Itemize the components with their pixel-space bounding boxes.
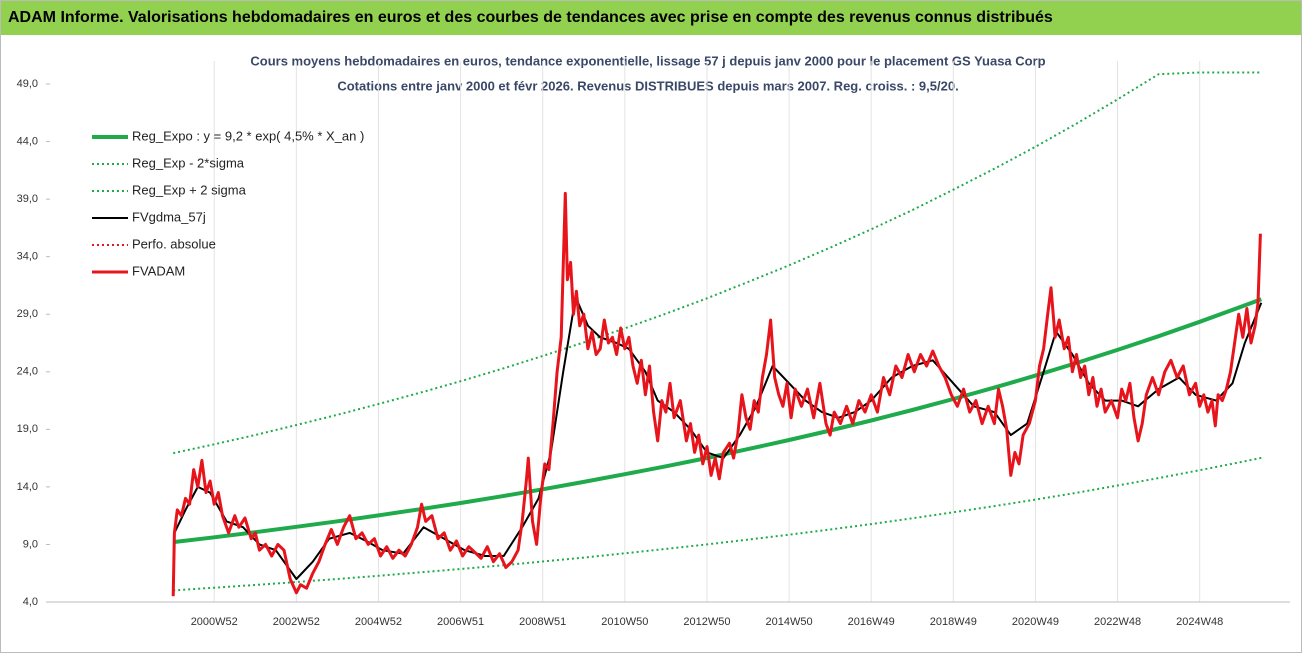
y-tick-label: 34,0	[17, 251, 38, 263]
y-tick-label: 19,0	[17, 423, 38, 435]
y-tick-label: 44,0	[17, 135, 38, 147]
y-tick-label: 29,0	[17, 308, 38, 320]
x-tick-label: 2000W52	[191, 616, 238, 628]
x-tick-label: 2018W49	[930, 616, 977, 628]
chart-title: Cours moyens hebdomadaires en euros, ten…	[250, 53, 1045, 68]
y-tick-label: 4,0	[23, 596, 38, 608]
y-tick-label: 49,0	[17, 78, 38, 90]
header-title: ADAM Informe. Valorisations hebdomadaire…	[8, 9, 1053, 26]
chart-subtitle: Cotations entre janv 2000 et févr 2026. …	[337, 78, 958, 93]
x-tick-label: 2024W48	[1176, 616, 1223, 628]
y-tick-label: 14,0	[17, 481, 38, 493]
x-tick-label: 2004W52	[355, 616, 402, 628]
series-line	[171, 191, 1262, 597]
x-tick-label: 2006W51	[437, 616, 484, 628]
y-tick-label: 39,0	[17, 193, 38, 205]
legend-label: FVgdma_57j	[132, 209, 206, 224]
x-tick-label: 2020W49	[1012, 616, 1059, 628]
series-line	[173, 456, 1262, 592]
y-tick-label: 24,0	[17, 366, 38, 378]
legend-label: Perfo. absolue	[132, 236, 216, 251]
legend-label: Reg_Expo : y = 9,2 * exp( 4,5% * X_an )	[132, 128, 364, 143]
x-tick-label: 2010W50	[601, 616, 648, 628]
x-tick-label: 2002W52	[273, 616, 320, 628]
y-tick-label: 9,0	[23, 538, 38, 550]
header-bar	[1, 1, 1301, 35]
x-tick-label: 2022W48	[1094, 616, 1141, 628]
x-tick-label: 2008W51	[519, 616, 566, 628]
legend-label: Reg_Exp + 2 sigma	[132, 182, 247, 197]
x-tick-label: 2012W50	[683, 616, 730, 628]
legend-label: FVADAM	[132, 263, 185, 278]
legend-label: Reg_Exp - 2*sigma	[132, 155, 245, 170]
x-tick-label: 2014W50	[766, 616, 813, 628]
x-tick-label: 2016W49	[848, 616, 895, 628]
